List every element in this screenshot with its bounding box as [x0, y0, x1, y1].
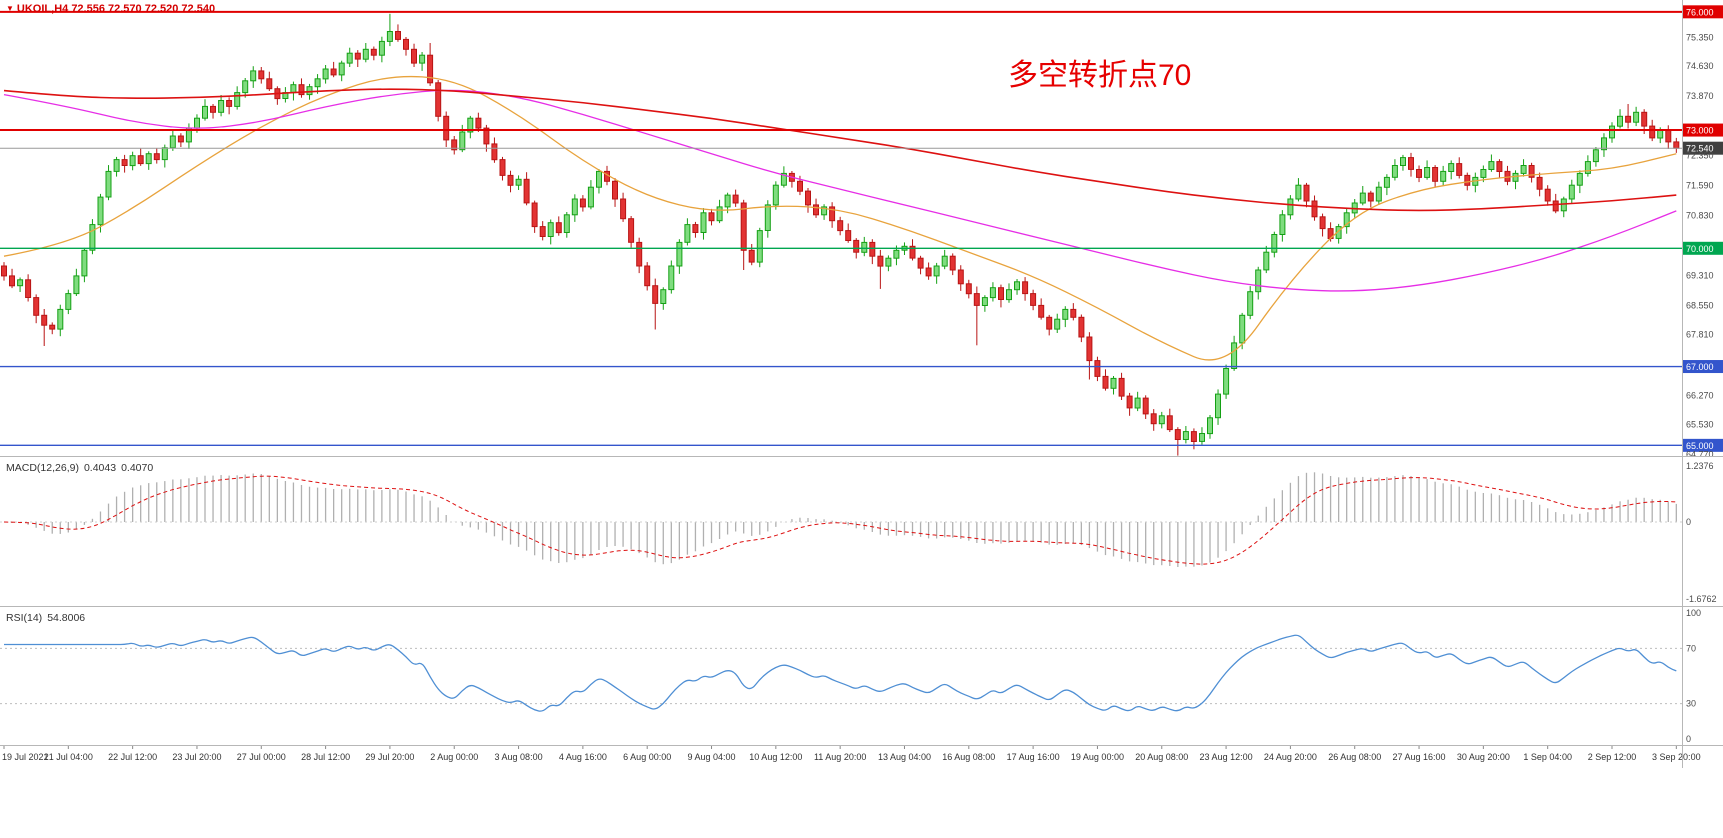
rsi-axis-label: 30 — [1686, 699, 1696, 709]
time-axis-label: 27 Jul 00:00 — [237, 752, 286, 762]
macd-value-main: 0.4043 — [83, 462, 117, 474]
time-axis-label: 26 Aug 08:00 — [1328, 752, 1381, 762]
time-axis-label: 3 Aug 08:00 — [495, 752, 543, 762]
time-axis-label: 19 Jul 2021 — [2, 752, 49, 762]
time-axis-label: 19 Aug 00:00 — [1071, 752, 1124, 762]
ma-mid-line — [3, 89, 1677, 292]
price-tick-label: 68.550 — [1686, 300, 1714, 310]
current-price-label-text: 72.540 — [1686, 144, 1714, 154]
time-axis-label: 10 Aug 12:00 — [749, 752, 802, 762]
macd-label-text: MACD(12,26,9) — [6, 462, 79, 474]
level-price-label-text: 70.000 — [1686, 244, 1714, 254]
current-price-label — [1683, 141, 1723, 155]
time-axis-label: 23 Jul 20:00 — [172, 752, 221, 762]
macd-axis-label: -1.6762 — [1686, 594, 1717, 604]
time-axis-label: 30 Aug 20:00 — [1457, 752, 1510, 762]
time-axis-label: 16 Aug 08:00 — [942, 752, 995, 762]
level-price-label-text: 65.000 — [1686, 441, 1714, 451]
rsi-indicator-label: RSI(14) 54.8006 — [6, 612, 90, 624]
macd-signal-line — [3, 475, 1677, 565]
main-chart-pane[interactable]: 76.000 73.000 70.000 67.000 65.000 72.540 75.3… — [0, 0, 1723, 456]
time-axis-label: 9 Aug 04:00 — [687, 752, 735, 762]
price-tick-label: 73.870 — [1686, 91, 1714, 101]
symbol-info-overlay: ▼ UKOIL,H4 72.556 72.570 72.520 72.540 — [6, 3, 215, 15]
macd-histogram — [11, 472, 1677, 567]
price-tick-label: 64.770 — [1686, 449, 1714, 456]
pane-separator[interactable] — [0, 456, 1723, 457]
time-axis-label: 29 Jul 20:00 — [365, 752, 414, 762]
time-axis-label: 23 Aug 12:00 — [1200, 752, 1253, 762]
price-tick-label: 66.270 — [1686, 390, 1714, 400]
time-axis-label: 1 Sep 04:00 — [1523, 752, 1572, 762]
level-price-label-text: 76.000 — [1686, 7, 1714, 17]
level-price-label[interactable] — [1683, 438, 1723, 452]
ma-fast-line — [3, 75, 1677, 361]
rsi-pane[interactable]: 100 70 30 0 RSI(14) 54.8006 — [0, 607, 1723, 745]
pane-separator — [0, 745, 1723, 746]
rsi-axis-label: 100 — [1686, 608, 1701, 618]
time-axis-label: 28 Jul 12:00 — [301, 752, 350, 762]
level-price-label[interactable] — [1683, 360, 1723, 374]
macd-indicator-label: MACD(12,26,9) 0.4043 0.4070 — [6, 462, 158, 474]
level-price-label-text: 73.000 — [1686, 126, 1714, 136]
time-axis-label: 21 Jul 04:00 — [44, 752, 93, 762]
price-tick-label: 71.590 — [1686, 181, 1714, 191]
time-axis-label: 3 Sep 20:00 — [1652, 752, 1701, 762]
chart-annotation-text: 多空转折点70 — [1008, 59, 1192, 92]
macd-canvas[interactable]: 1.2376 0 -1.6762 — [0, 457, 1723, 606]
time-axis[interactable]: 19 Jul 2021 21 Jul 04:00 22 Jul 12:00 23 Ju… — [0, 746, 1723, 768]
time-axis-label: 17 Aug 16:00 — [1007, 752, 1060, 762]
price-tick-label: 74.630 — [1686, 61, 1714, 71]
level-price-label[interactable] — [1683, 241, 1723, 255]
time-axis-label: 13 Aug 04:00 — [878, 752, 931, 762]
time-axis-label: 6 Aug 00:00 — [623, 752, 671, 762]
pane-separator[interactable] — [0, 606, 1723, 607]
time-axis-label: 4 Aug 16:00 — [559, 752, 607, 762]
rsi-axis-label: 0 — [1686, 734, 1691, 744]
price-tick-label: 75.350 — [1686, 32, 1714, 42]
level-price-label-text: 67.000 — [1686, 362, 1714, 372]
macd-axis-label: 0 — [1686, 517, 1691, 527]
time-axis-label: 22 Jul 12:00 — [108, 752, 157, 762]
level-price-label[interactable] — [1683, 5, 1723, 19]
time-axis-label: 27 Aug 16:00 — [1393, 752, 1446, 762]
rsi-line — [3, 634, 1677, 712]
level-price-label[interactable] — [1683, 123, 1723, 137]
ma-slow-line — [3, 88, 1677, 212]
macd-value-signal: 0.4070 — [121, 462, 154, 474]
rsi-canvas[interactable]: 100 70 30 0 — [0, 607, 1723, 745]
time-axis-label: 20 Aug 08:00 — [1135, 752, 1188, 762]
macd-pane[interactable]: 1.2376 0 -1.6762 MACD(12,26,9) 0.4043 0.4070 — [0, 457, 1723, 606]
rsi-label-text: RSI(14) — [6, 612, 43, 624]
rsi-axis-label: 70 — [1686, 643, 1696, 653]
main-chart-canvas[interactable]: 76.000 73.000 70.000 67.000 65.000 72.540 75.3… — [0, 0, 1723, 456]
price-tick-label: 65.530 — [1686, 419, 1714, 429]
time-axis-label: 2 Aug 00:00 — [430, 752, 478, 762]
time-axis-label: 11 Aug 20:00 — [814, 752, 866, 762]
price-tick-label: 69.310 — [1686, 270, 1714, 280]
macd-axis-label: 1.2376 — [1686, 461, 1714, 471]
candlestick-series — [1, 13, 1680, 456]
price-tick-label: 67.810 — [1686, 330, 1714, 340]
symbol-ohlc-text: UKOIL,H4 72.556 72.570 72.520 72.540 — [16, 3, 216, 15]
collapse-triangle-icon[interactable]: ▼ — [6, 4, 14, 13]
rsi-value: 54.8006 — [47, 612, 86, 624]
price-axis-separator-line — [1682, 0, 1683, 768]
price-tick-label: 72.350 — [1686, 151, 1714, 161]
time-axis-label: 24 Aug 20:00 — [1264, 752, 1317, 762]
time-axis-label: 2 Sep 12:00 — [1588, 752, 1637, 762]
price-tick-label: 70.830 — [1686, 211, 1714, 221]
